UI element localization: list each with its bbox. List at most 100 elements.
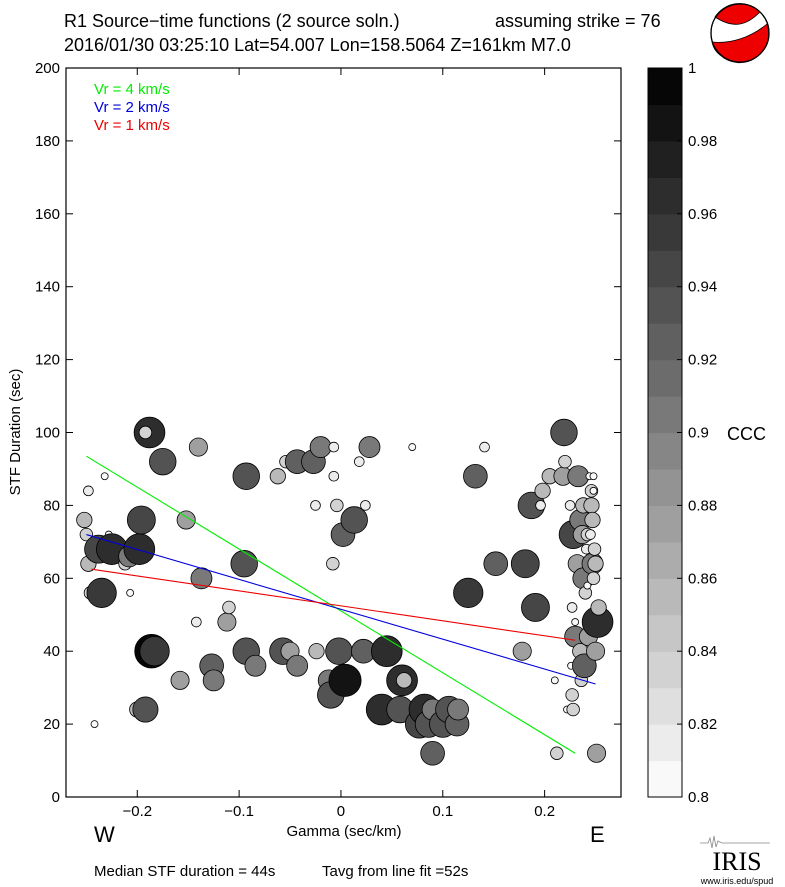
- data-point: [587, 542, 602, 556]
- data-point: [244, 654, 267, 677]
- y-tick-label: 100: [35, 425, 60, 442]
- y-tick-label: 80: [43, 497, 60, 514]
- colorbar-bin: [648, 651, 682, 689]
- data-point: [534, 482, 551, 499]
- colorbar-bin: [648, 213, 682, 251]
- iris-logo-text: IRIS: [712, 847, 761, 876]
- data-point: [360, 500, 371, 511]
- data-point: [566, 602, 578, 613]
- data-point: [330, 498, 344, 513]
- data-point: [191, 616, 202, 628]
- x-tick-label: 0.1: [432, 803, 453, 820]
- data-point: [395, 672, 413, 689]
- beachball-icon: [710, 3, 770, 64]
- data-point: [370, 635, 403, 667]
- data-point: [583, 581, 592, 590]
- data-point: [309, 436, 332, 458]
- colorbar-label: CCC: [727, 424, 766, 444]
- data-point: [586, 641, 606, 661]
- legend-vr1: Vr = 1 km/s: [94, 117, 170, 134]
- data-point: [138, 425, 153, 440]
- data-point: [326, 557, 340, 571]
- data-point: [550, 418, 578, 447]
- data-point: [535, 500, 546, 511]
- data-point: [587, 743, 607, 763]
- data-point: [565, 688, 579, 702]
- data-point: [463, 463, 488, 489]
- tavg-line-fit: Tavg from line fit =52s: [322, 863, 468, 880]
- fit-line: [86, 534, 596, 685]
- data-point: [453, 577, 484, 608]
- data-point: [521, 593, 550, 622]
- data-point: [76, 511, 93, 529]
- data-point: [510, 549, 540, 579]
- x-tick-label: −0.1: [224, 803, 254, 820]
- data-point: [217, 612, 237, 632]
- data-point: [325, 637, 353, 665]
- data-point: [310, 500, 321, 511]
- y-tick-label: 40: [43, 643, 60, 660]
- data-point: [587, 555, 604, 572]
- x-axis-label: Gamma (sec/km): [286, 823, 401, 840]
- data-point: [126, 588, 135, 597]
- colorbar-bin: [648, 432, 682, 470]
- x-tick-label: 0.2: [534, 803, 555, 820]
- data-point: [585, 529, 596, 540]
- data-point: [308, 643, 325, 660]
- colorbar: 0.8 0.82 0.84 0.86 0.88 0.9 0.92 0.94 0.96 0.98 1: [647, 60, 717, 806]
- median-stf: Median STF duration = 44s: [94, 863, 275, 880]
- y-tick-label: 160: [35, 206, 60, 223]
- data-point: [589, 486, 598, 495]
- data-point: [139, 636, 170, 667]
- colorbar-bin: [648, 614, 682, 652]
- legend-vr4: Vr = 4 km/s: [94, 81, 170, 98]
- colorbar-bin: [648, 359, 682, 397]
- colorbar-tick-label: 0.82: [688, 716, 717, 733]
- colorbar-bin: [648, 104, 682, 142]
- colorbar-bin: [648, 578, 682, 616]
- y-tick-label: 180: [35, 133, 60, 150]
- data-point: [328, 663, 362, 697]
- strike-label: assuming strike = 76: [495, 11, 661, 31]
- data-point: [126, 505, 156, 535]
- data-point: [86, 577, 117, 608]
- y-tick-label: 140: [35, 279, 60, 296]
- legend: Vr = 4 km/s Vr = 2 km/s Vr = 1 km/s: [94, 81, 170, 134]
- data-point: [512, 641, 532, 661]
- data-point: [566, 702, 580, 717]
- colorbar-tick-label: 0.92: [688, 352, 717, 369]
- data-point: [149, 447, 177, 476]
- data-point: [550, 746, 564, 760]
- data-point: [328, 441, 340, 453]
- data-point: [564, 500, 576, 511]
- iris-url: www.iris.edu/spud: [700, 876, 774, 886]
- data-point: [408, 443, 417, 451]
- data-point: [447, 698, 469, 721]
- chart-title: R1 Source−time functions (2 source soln.…: [64, 11, 400, 31]
- data-point: [550, 676, 559, 685]
- colorbar-bin: [648, 541, 682, 579]
- fit-line: [91, 568, 576, 641]
- data-point: [328, 470, 340, 482]
- east-label: E: [590, 822, 605, 847]
- data-point: [202, 669, 225, 692]
- data-point: [286, 654, 309, 677]
- y-tick-label: 0: [52, 789, 60, 806]
- data-point: [586, 571, 601, 586]
- legend-vr2: Vr = 2 km/s: [94, 99, 170, 116]
- colorbar-bin: [648, 286, 682, 324]
- colorbar-tick-label: 1: [688, 60, 696, 77]
- event-info: 2016/01/30 03:25:10 Lat=54.007 Lon=158.5…: [64, 35, 571, 55]
- data-point: [340, 506, 368, 534]
- data-point: [269, 468, 286, 485]
- colorbar-bin: [648, 687, 682, 725]
- data-point: [232, 462, 260, 490]
- colorbar-bin: [648, 68, 682, 106]
- colorbar-bin: [648, 140, 682, 178]
- colorbar-tick-label: 0.9: [688, 425, 709, 442]
- data-point: [358, 436, 381, 458]
- colorbar-bin: [648, 250, 682, 288]
- y-tick-label: 200: [35, 60, 60, 77]
- x-tick-label: −0.2: [122, 803, 152, 820]
- colorbar-bin: [648, 323, 682, 361]
